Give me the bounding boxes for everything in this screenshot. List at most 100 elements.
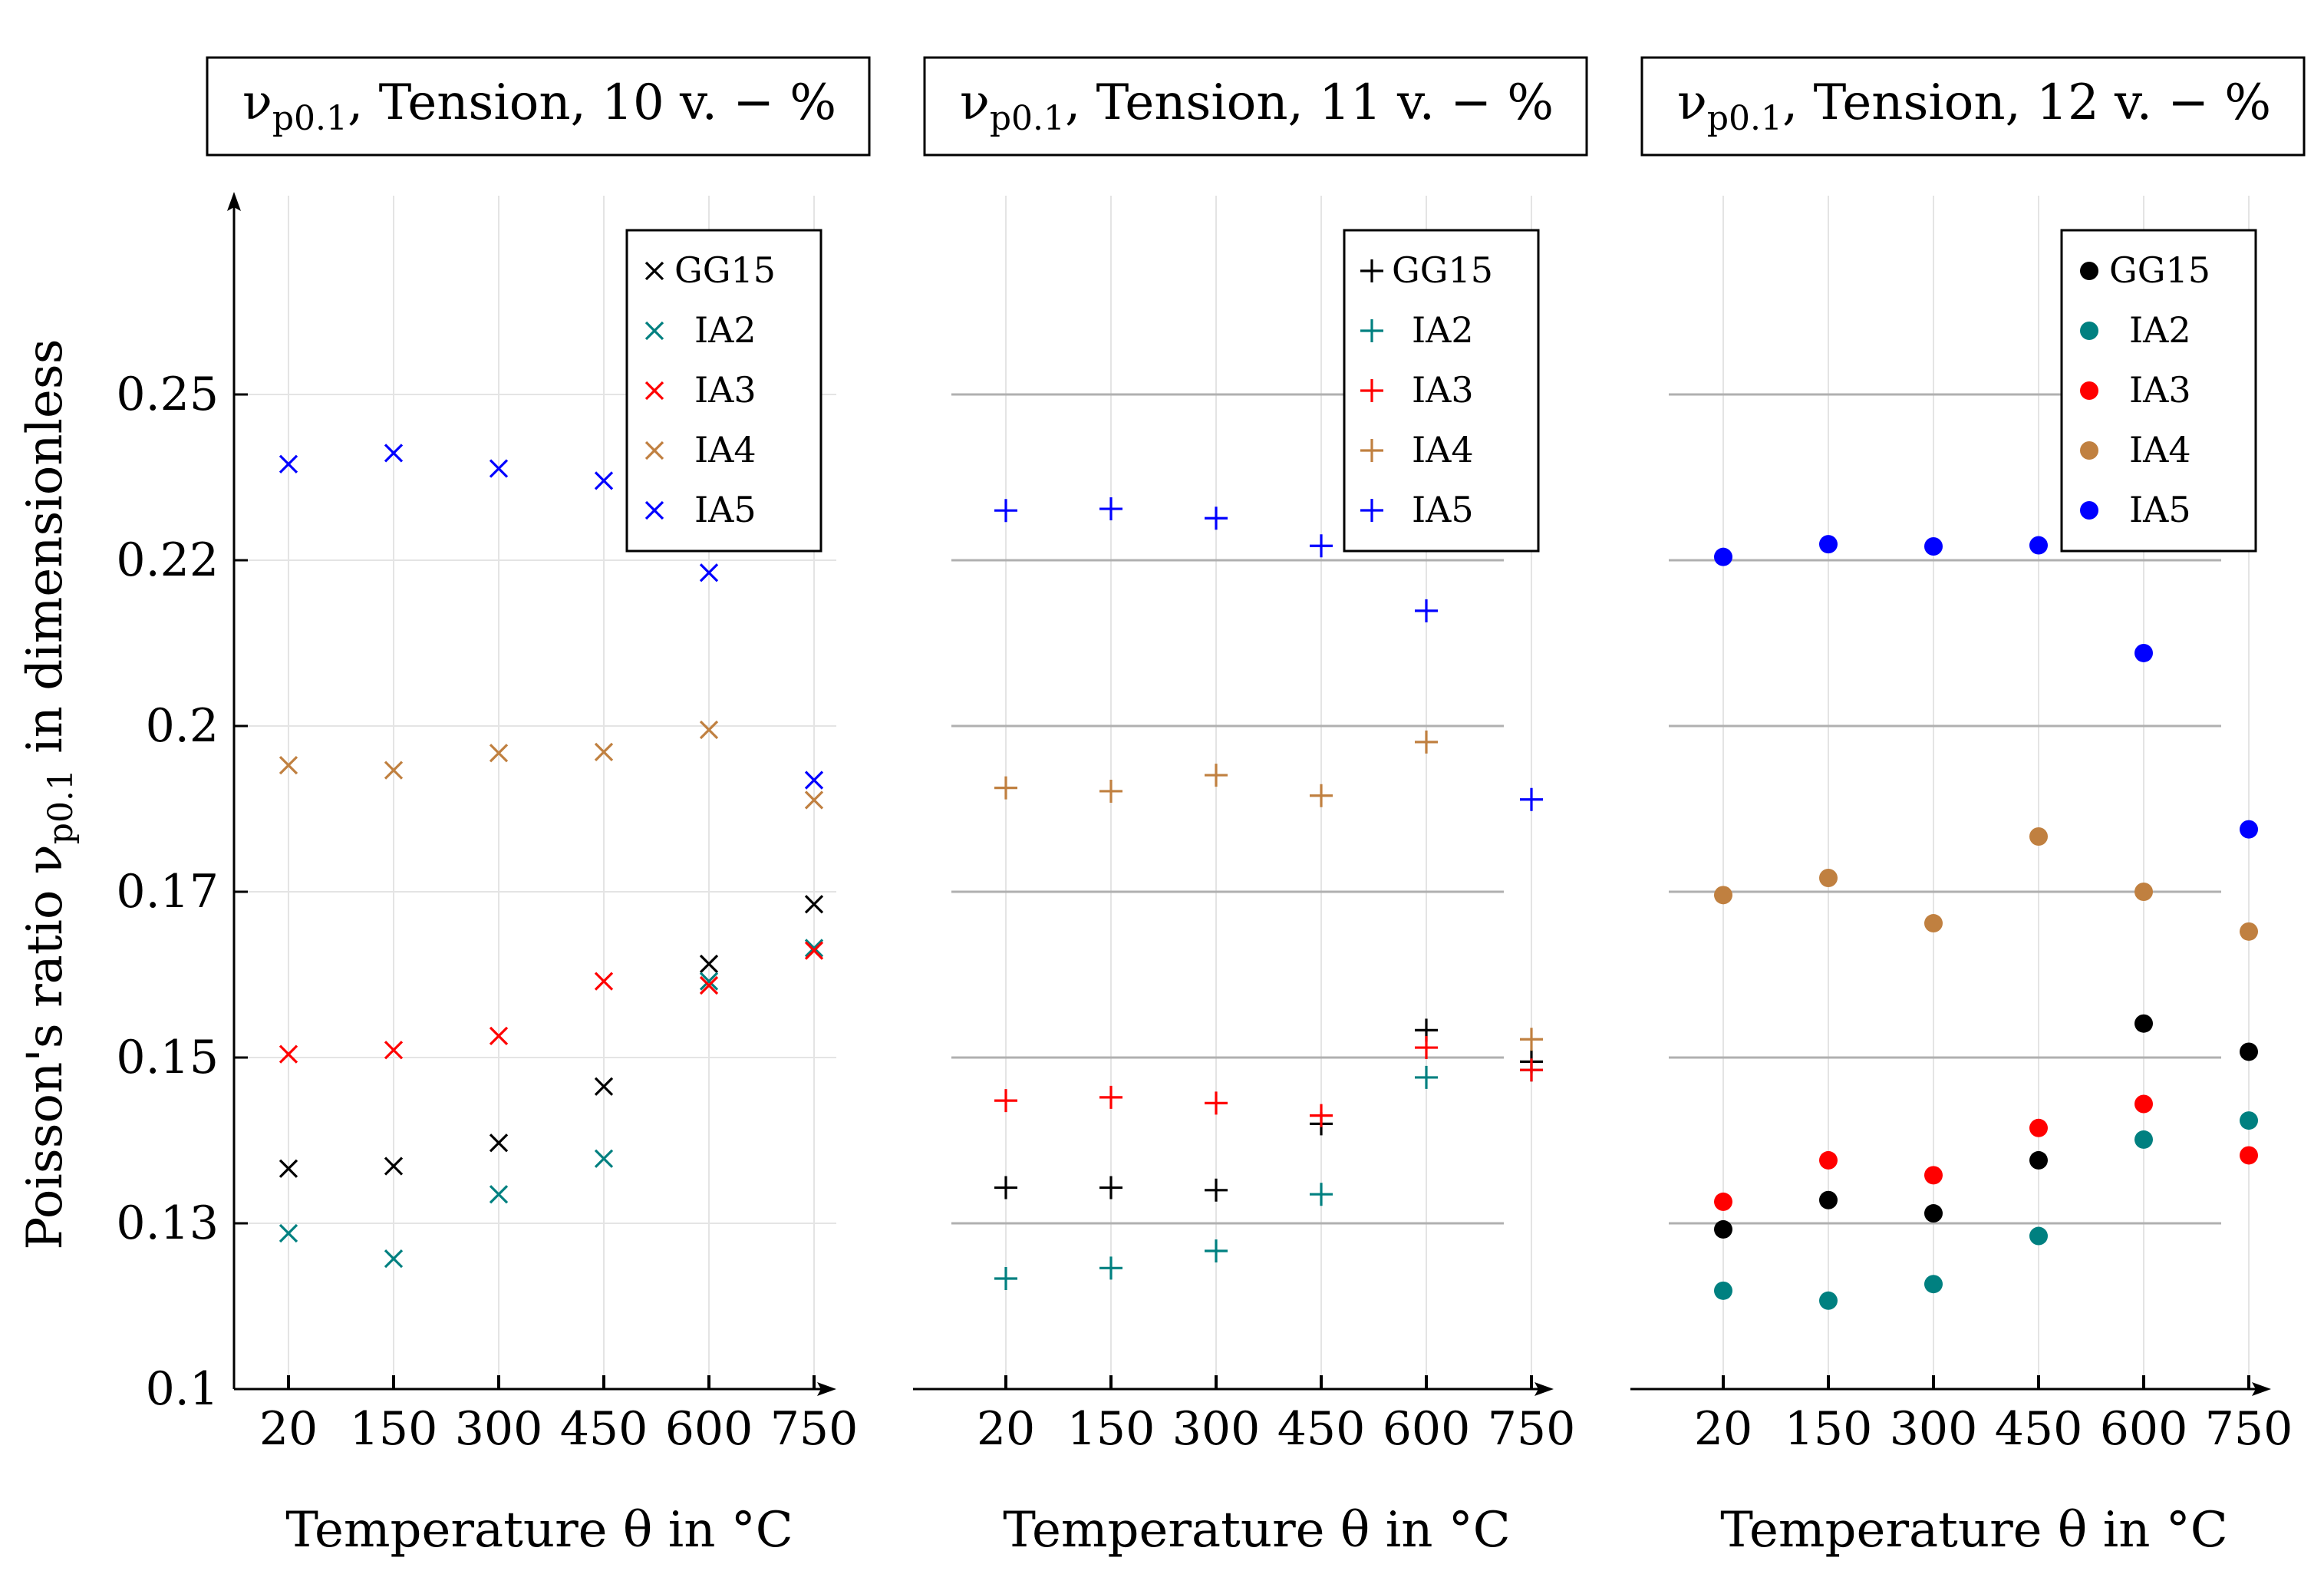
data-point-GG15-20 [1714, 1219, 1732, 1239]
panel-title: νp0.1, Tension, 11 v. − % [923, 56, 1588, 157]
data-point-IA5-150 [1099, 497, 1122, 521]
data-point-IA4-150 [1099, 779, 1122, 803]
data-point-GG15-300 [1924, 1204, 1943, 1223]
data-point-IA2-150 [1099, 1256, 1122, 1280]
data-point-IA2-750 [2240, 1111, 2258, 1130]
data-point-IA4-600 [1415, 730, 1438, 754]
legend-marker-GG15 [644, 261, 664, 281]
legend: GG15 IA2 IA3 IA4 IA5 [625, 229, 822, 553]
data-point-IA2-20 [994, 1267, 1017, 1290]
x-axis-arrowhead [1534, 1382, 1554, 1396]
legend-marker-IA3 [2080, 381, 2098, 400]
legend-label-GG15: GG15 [2109, 249, 2210, 291]
series-IA2 [994, 1058, 1543, 1290]
x-tick-label-450: 450 [1995, 1402, 2083, 1456]
x-axis-arrowhead [2252, 1382, 2271, 1396]
legend-label-GG15: GG15 [1392, 249, 1493, 291]
panel-title-symbol: ν [960, 74, 990, 131]
data-point-IA4-20 [1714, 886, 1732, 905]
legend: GG15 IA2 IA3 IA4 IA5 [1343, 229, 1540, 553]
panel-title-rest: , Tension, 10 v. − % [348, 74, 836, 131]
x-axis-arrowhead [817, 1382, 836, 1396]
data-point-GG15-750 [2240, 1042, 2258, 1061]
data-point-IA3-750 [1520, 1058, 1543, 1082]
data-point-IA3-20 [994, 1089, 1017, 1113]
x-tick-label-300: 300 [1890, 1402, 1978, 1456]
series-GG15 [279, 895, 824, 1178]
data-point-IA5-150 [384, 444, 404, 463]
legend-marker-IA2 [644, 321, 664, 341]
data-point-GG15-450 [594, 1077, 614, 1096]
series-IA5 [279, 444, 824, 790]
legend-marker-IA3 [1360, 379, 1383, 402]
series-IA2 [1714, 1111, 2258, 1310]
legend-marker-IA5 [644, 500, 664, 520]
panel-title-text: νp0.1, Tension, 12 v. − % [1677, 74, 2271, 138]
data-point-IA5-150 [1819, 535, 1838, 554]
data-point-GG15-300 [489, 1134, 509, 1153]
legend-label-IA2: IA2 [2129, 309, 2191, 351]
legend-label-IA3: IA3 [2129, 369, 2191, 411]
data-point-IA2-300 [1205, 1239, 1228, 1262]
data-point-IA4-750 [804, 790, 824, 810]
data-point-GG15-150 [1819, 1190, 1838, 1209]
chart-panel-1: 20 150 300 450 600 750 Temperature θ in °C 0.1 0… [116, 56, 871, 1559]
legend-marker-GG15 [1360, 259, 1383, 282]
chart-panel-3: 20 150 300 450 600 750 Temperature θ in °C νp0.… [1630, 56, 2306, 1559]
panel-title-box [923, 56, 1588, 157]
y-axis-label-suffix: in dimensionless [17, 338, 74, 769]
data-point-IA3-20 [1714, 1192, 1732, 1211]
y-axis-arrowhead [227, 192, 241, 211]
legend-box [625, 229, 822, 553]
x-tick-label-600: 600 [665, 1402, 753, 1456]
legend-marker-IA4 [2080, 441, 2098, 460]
chart-panel-2: 20 150 300 450 600 750 Temperature θ in °C νp0.… [913, 56, 1588, 1559]
legend-marker-IA4 [1360, 439, 1383, 462]
data-point-IA4-750 [2240, 922, 2258, 941]
data-point-IA4-450 [594, 742, 614, 761]
data-point-IA5-750 [1520, 787, 1543, 811]
data-point-IA4-600 [699, 720, 719, 740]
series-IA3 [994, 1036, 1543, 1127]
data-point-GG15-300 [1205, 1178, 1228, 1202]
data-point-IA5-450 [594, 471, 614, 490]
x-tick-label-750: 750 [2205, 1402, 2293, 1456]
y-tick-label-0.13: 0.13 [116, 1196, 219, 1250]
series-IA3 [279, 941, 824, 1064]
y-tick-label-0.25: 0.25 [116, 368, 219, 421]
data-point-IA3-750 [2240, 1146, 2258, 1165]
data-point-IA3-300 [1924, 1166, 1943, 1185]
y-axis-label-main: Poisson's ratio ν [17, 844, 74, 1249]
data-point-IA5-600 [699, 563, 719, 582]
data-point-IA3-300 [489, 1026, 509, 1046]
data-point-IA2-300 [489, 1185, 509, 1204]
data-point-IA5-300 [489, 459, 509, 478]
data-point-IA4-600 [2134, 883, 2153, 901]
x-tick-label-20: 20 [1694, 1402, 1752, 1456]
data-point-IA3-600 [699, 975, 719, 995]
x-tick-label-20: 20 [259, 1402, 318, 1456]
data-point-IA3-750 [804, 941, 824, 960]
panel-title-subscript: p0.1 [272, 99, 348, 138]
data-point-GG15-20 [994, 1176, 1017, 1200]
legend-marker-IA5 [1360, 499, 1383, 522]
data-point-IA4-150 [384, 761, 404, 780]
panel-title-rest: , Tension, 11 v. − % [1065, 74, 1554, 131]
y-tick-label-0.1: 0.1 [146, 1362, 219, 1416]
data-point-IA3-600 [2134, 1094, 2153, 1114]
data-point-IA5-600 [1415, 599, 1438, 622]
data-point-GG15-750 [804, 895, 824, 914]
data-point-IA2-450 [1310, 1183, 1333, 1206]
data-point-IA5-450 [2029, 536, 2048, 555]
legend-label-IA4: IA4 [2129, 429, 2191, 470]
legend-label-IA3: IA3 [1412, 369, 1474, 411]
data-point-IA3-150 [1099, 1085, 1122, 1109]
data-point-IA5-20 [994, 499, 1017, 523]
series-IA2 [279, 939, 824, 1269]
x-tick-label-20: 20 [977, 1402, 1035, 1456]
x-tick-label-450: 450 [1277, 1402, 1366, 1456]
data-point-IA2-600 [2134, 1130, 2153, 1149]
data-point-IA5-300 [1924, 537, 1943, 556]
panel-title-box [1640, 56, 2306, 157]
series-GG15 [1714, 1014, 2258, 1239]
